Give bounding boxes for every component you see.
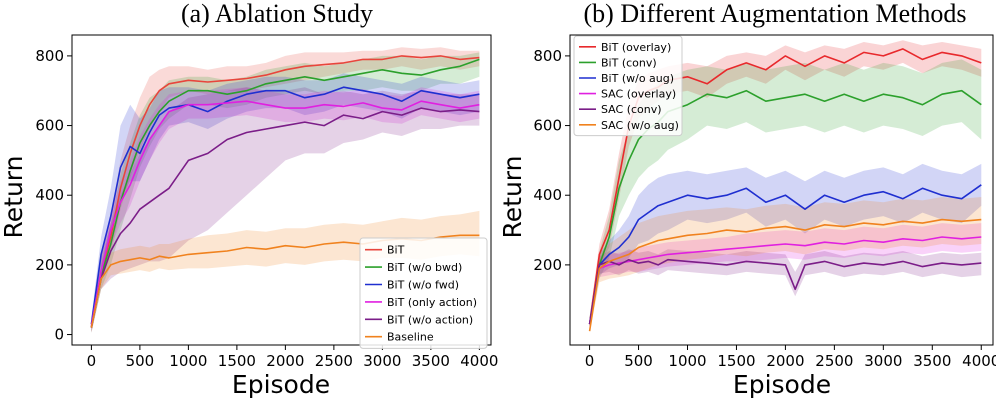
- legend-label: Baseline: [387, 331, 434, 344]
- y-axis-label: Return: [0, 156, 28, 239]
- x-tick-label: 2000: [766, 352, 804, 370]
- series-line-1: [588, 89, 982, 325]
- x-tick-label: 500: [126, 352, 155, 370]
- legend-box: [359, 237, 488, 349]
- series-line-2: [588, 184, 982, 325]
- x-tick-label: 0: [87, 352, 97, 370]
- y-tick-label: 200: [35, 256, 64, 274]
- x-tick-label: 4000: [962, 352, 996, 370]
- y-tick-label: 800: [533, 47, 562, 65]
- legend: BiT BiT (w/o bwd) BiT (w/o fwd) BiT (only a…: [359, 237, 488, 349]
- x-tick-label: 1500: [717, 352, 755, 370]
- series-line-0: [90, 55, 480, 328]
- confidence-band-1: [589, 59, 982, 332]
- series-line-4: [90, 107, 480, 328]
- x-tick-label: 500: [624, 352, 653, 370]
- y-tick-label: 400: [533, 186, 562, 204]
- x-tick-label: 0: [585, 352, 595, 370]
- series-line-4: [588, 258, 982, 325]
- chart-panel-augmentation: (b) Different Augmentation Methods Episo…: [498, 0, 996, 399]
- confidence-band-1: [91, 52, 480, 333]
- chart-title: (b) Different Augmentation Methods: [584, 0, 967, 28]
- legend-label: SAC (conv): [601, 103, 662, 116]
- legend-label: SAC (w/o aug): [601, 119, 679, 132]
- series-line-5: [588, 218, 982, 332]
- x-tick-label: 1000: [169, 352, 207, 370]
- x-axis-label: Episode: [733, 370, 831, 399]
- series-line-3: [588, 236, 982, 325]
- y-tick-label: 800: [35, 47, 64, 65]
- confidence-band-5: [589, 197, 982, 333]
- x-tick-label: 4000: [460, 352, 498, 370]
- legend-label: BiT (w/o fwd): [387, 279, 459, 292]
- confidence-band-4: [91, 87, 480, 333]
- x-axis-label: Episode: [232, 370, 330, 399]
- chart-panel-ablation: (a) Ablation Study Episode Return 0 500 10…: [0, 0, 498, 399]
- legend-label: BiT (conv): [601, 56, 657, 69]
- x-tick-label: 3000: [363, 352, 401, 370]
- legend-label: BiT: [387, 244, 405, 257]
- plot-frame: [569, 34, 994, 346]
- chart-title: (a) Ablation Study: [181, 0, 373, 28]
- legend-label: BiT (only action): [387, 296, 477, 309]
- confidence-band-2: [91, 73, 480, 332]
- y-tick-label: 200: [533, 256, 562, 274]
- y-tick-label: 0: [54, 326, 64, 344]
- legend-label: BiT (overlay): [601, 41, 671, 54]
- x-tick-label: 3000: [864, 352, 902, 370]
- x-tick-label: 2500: [815, 352, 853, 370]
- legend-label: BiT (w/o aug): [601, 72, 674, 85]
- series-line-1: [90, 58, 480, 328]
- plot-frame: [71, 34, 492, 346]
- x-tick-label: 2500: [315, 352, 353, 370]
- series-line-3: [90, 100, 480, 326]
- confidence-band-2: [589, 163, 982, 332]
- x-tick-label: 2000: [266, 352, 304, 370]
- confidence-band-4: [589, 249, 982, 330]
- series-line-2: [90, 86, 480, 325]
- x-tick-label: 1000: [668, 352, 706, 370]
- y-tick-label: 400: [35, 186, 64, 204]
- x-tick-label: 1500: [218, 352, 256, 370]
- y-tick-label: 600: [533, 117, 562, 135]
- legend: BiT (overlay) BiT (conv) BiT (w/o aug) SAC …: [573, 35, 683, 137]
- legend-label: SAC (overlay): [601, 88, 676, 101]
- legend-label: BiT (w/o action): [387, 313, 473, 326]
- legend-box: [573, 35, 683, 137]
- x-tick-label: 3500: [412, 352, 450, 370]
- y-tick-label: 600: [35, 117, 64, 135]
- y-axis-label: Return: [498, 156, 527, 239]
- x-tick-label: 3500: [913, 352, 951, 370]
- legend-label: BiT (w/o bwd): [387, 261, 462, 274]
- confidence-band-3: [589, 223, 982, 330]
